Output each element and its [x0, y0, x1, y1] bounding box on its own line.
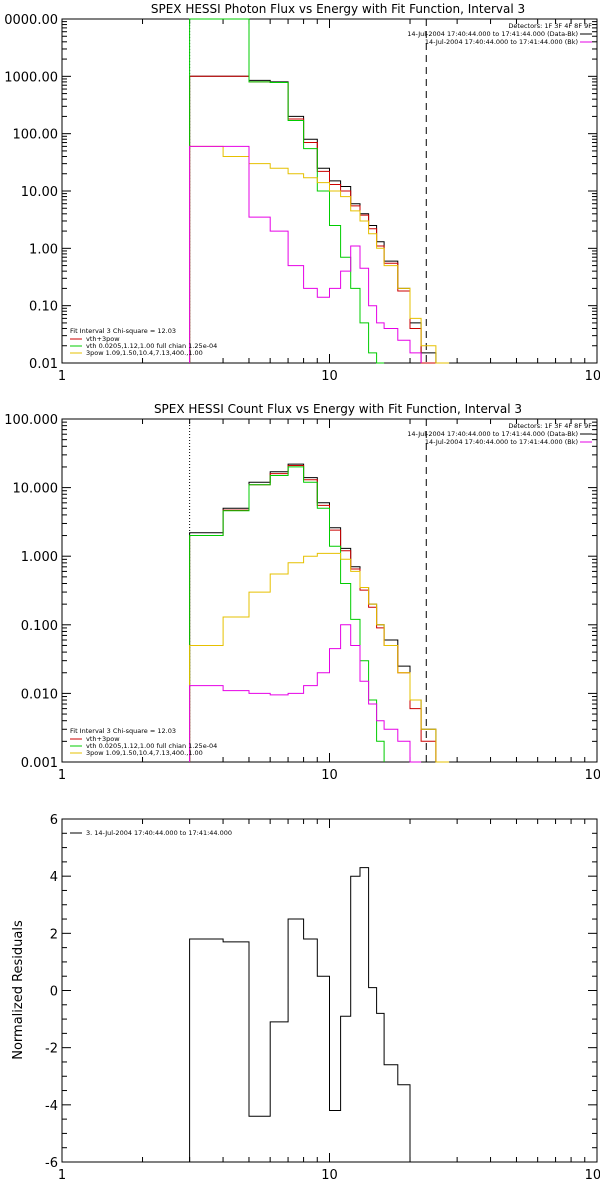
residuals-series-0	[189, 867, 427, 1163]
residuals-ytick-label: 6	[50, 813, 58, 828]
count-ytick-label: 1.000	[21, 550, 58, 565]
count-plot-frame	[61, 418, 598, 763]
count-xtick-label: 100	[585, 768, 600, 783]
residuals-ytick-label: 4	[50, 870, 58, 885]
photon-series-1	[189, 75, 436, 364]
photon-ytick-label: 1.00	[29, 242, 58, 257]
count-info-box: Detectors: 1F 3F 4F 8F 9F 14-Jul-2004 17…	[407, 422, 592, 446]
photon-ytick-label: 0.10	[29, 300, 58, 315]
count-xtick-label: 1	[58, 768, 66, 783]
photon-legend-fit: Fit Interval 3 Chi-square = 12.03	[70, 327, 176, 335]
residuals-ytick-label: 0	[50, 985, 58, 1000]
residuals-xtick-label: 100	[585, 1168, 600, 1183]
residuals-axis-ticks: 1 10 100 -6 -4 -2 0 2 4 6	[45, 813, 600, 1183]
residuals-xtick-label: 1	[58, 1168, 66, 1183]
photon-legend-total: vth+3pow	[86, 335, 120, 343]
photon-series-0	[189, 75, 437, 363]
count-series-2	[189, 466, 385, 762]
count-ytick-label: 0.001	[21, 756, 58, 771]
count-data-bk-text: 14-Jul-2004 17:40:44.000 to 17:41:44.000…	[407, 430, 578, 438]
photon-series-4	[189, 145, 422, 363]
count-axis-ticks: 1 10 100 0.001 0.010 0.100 1.000 10.000 100.000	[4, 413, 600, 783]
photon-data-bk-text: 14-Jul-2004 17:40:44.000 to 17:41:44.000…	[407, 30, 578, 38]
photon-detectors-text: Detectors: 1F 3F 4F 8F 9F	[508, 22, 592, 30]
residuals-panel: Normalized Residuals 1 10 100 -6 -4 -2 0 2 4 6 3.…	[11, 813, 600, 1183]
count-detectors-text: Detectors: 1F 3F 4F 8F 9F	[508, 422, 592, 430]
count-legend-3pow: 3pow 1.09,1.50,10.4,7.13,400.,1.00	[86, 749, 203, 757]
residuals-series-group	[189, 867, 427, 1163]
photon-info-box: Detectors: 1F 3F 4F 8F 9F 14-Jul-2004 17…	[407, 22, 592, 46]
photon-legend-3pow: 3pow 1.09,1.50,10.4,7.13,400.,1.00	[86, 349, 203, 357]
photon-fit-legend: Fit Interval 3 Chi-square = 12.03 vth+3p…	[70, 327, 217, 357]
residuals-ytick-label: -4	[45, 1099, 58, 1114]
photon-series-3	[189, 145, 450, 364]
photon-series-group	[189, 18, 450, 364]
photon-bk-text: 14-Jul-2004 17:40:44.000 to 17:41:44.000…	[425, 38, 578, 46]
photon-xtick-label: 100	[585, 369, 600, 384]
count-legend-vth: vth 0.0205,1.12,1.00 full chian 1.25e-04	[86, 742, 217, 750]
photon-axis-ticks: 1 10 100 0.01 0.10 1.00 10.00 100.00 1000.00 0000…	[4, 13, 600, 384]
count-series-1	[189, 465, 437, 762]
photon-xtick-label: 10	[321, 369, 338, 384]
count-xtick-label: 10	[321, 768, 338, 783]
residuals-ytick-label: -2	[45, 1042, 58, 1057]
count-ytick-label: 10.000	[13, 482, 59, 497]
photon-flux-panel: SPEX HESSI Photon Flux vs Energy with Fi…	[4, 2, 600, 384]
count-legend-total: vth+3pow	[86, 735, 120, 743]
residuals-ytick-label: -6	[45, 1156, 58, 1171]
count-fit-legend: Fit Interval 3 Chi-square = 12.03 vth+3p…	[70, 727, 217, 757]
residuals-xtick-label: 10	[321, 1168, 338, 1183]
residuals-legend: 3. 14-Jul-2004 17:40:44.000 to 17:41:44.…	[70, 829, 232, 837]
count-series-0	[189, 463, 437, 762]
count-ytick-label: 0.010	[21, 687, 58, 702]
count-series-4	[189, 624, 422, 763]
count-ytick-label: 100.000	[4, 413, 58, 428]
count-ytick-label: 0.100	[21, 619, 58, 634]
photon-legend-vth: vth 0.0205,1.12,1.00 full chian 1.25e-04	[86, 342, 217, 350]
photon-ytick-label: 1000.00	[4, 70, 58, 85]
photon-ytick-label: 0000.00	[4, 13, 58, 28]
count-series-group	[189, 419, 450, 763]
count-flux-panel: SPEX HESSI Count Flux vs Energy with Fit…	[4, 402, 600, 783]
photon-ytick-label: 10.00	[21, 185, 58, 200]
count-series-3	[189, 552, 450, 763]
photon-ytick-label: 0.01	[29, 357, 58, 372]
photon-xtick-label: 1	[58, 369, 66, 384]
photon-flux-title: SPEX HESSI Photon Flux vs Energy with Fi…	[151, 2, 525, 16]
residuals-legend-label: 3. 14-Jul-2004 17:40:44.000 to 17:41:44.…	[86, 829, 232, 837]
residuals-ytick-label: 2	[50, 927, 58, 942]
photon-series-2	[189, 18, 385, 364]
count-bk-text: 14-Jul-2004 17:40:44.000 to 17:41:44.000…	[425, 438, 578, 446]
residuals-ylabel: Normalized Residuals	[11, 920, 26, 1060]
count-flux-title: SPEX HESSI Count Flux vs Energy with Fit…	[154, 402, 522, 416]
photon-ytick-label: 100.00	[13, 128, 59, 143]
count-legend-fit: Fit Interval 3 Chi-square = 12.03	[70, 727, 176, 735]
